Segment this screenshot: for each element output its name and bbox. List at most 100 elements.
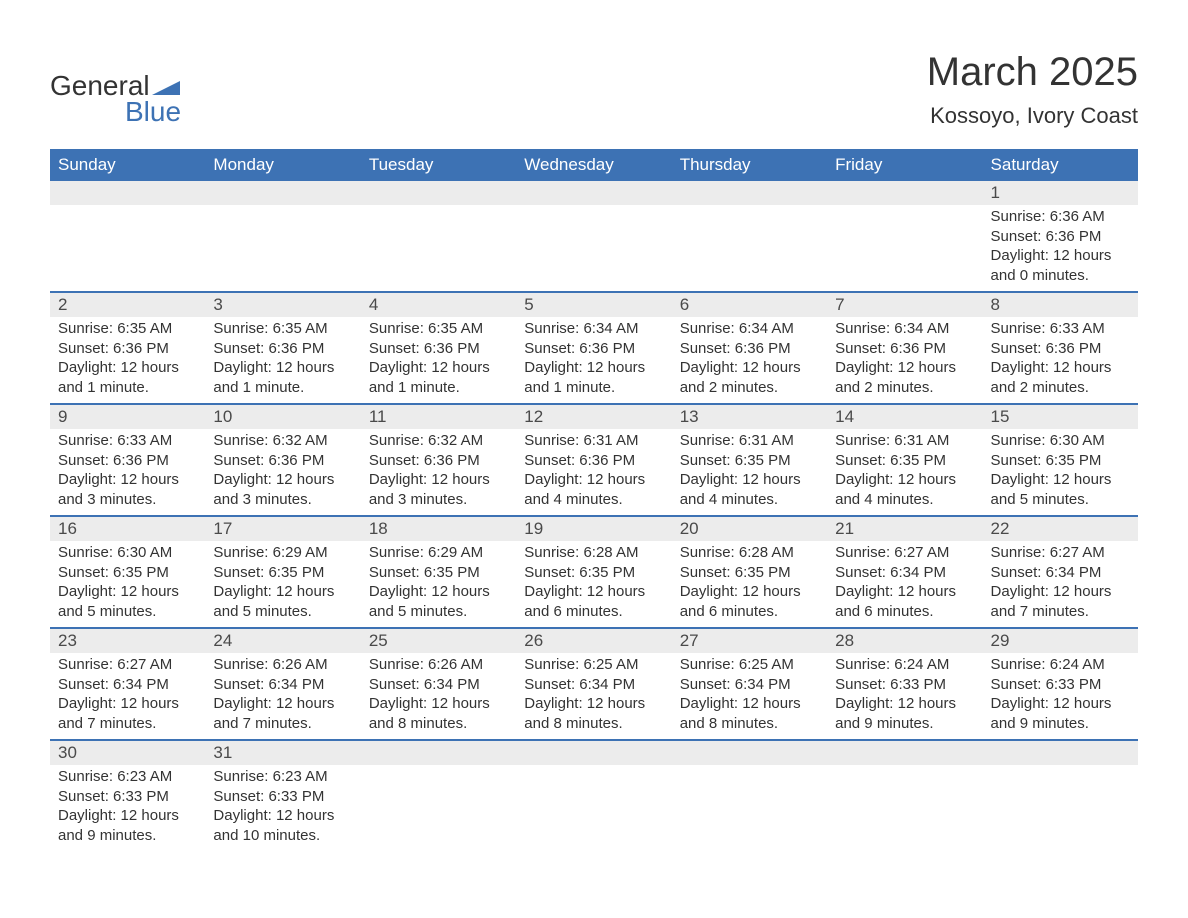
calendar-cell bbox=[516, 181, 671, 292]
calendar-cell: 28Sunrise: 6:24 AMSunset: 6:33 PMDayligh… bbox=[827, 628, 982, 740]
calendar-cell: 7Sunrise: 6:34 AMSunset: 6:36 PMDaylight… bbox=[827, 292, 982, 404]
calendar-cell bbox=[672, 740, 827, 851]
day-number bbox=[827, 181, 982, 205]
day-detail: Sunrise: 6:33 AMSunset: 6:36 PMDaylight:… bbox=[983, 317, 1138, 403]
sunset-line: Sunset: 6:35 PM bbox=[680, 563, 819, 583]
sunrise-line: Sunrise: 6:31 AM bbox=[835, 431, 974, 451]
day-header-row: SundayMondayTuesdayWednesdayThursdayFrid… bbox=[50, 149, 1138, 181]
sunrise-line: Sunrise: 6:31 AM bbox=[680, 431, 819, 451]
sunset-line: Sunset: 6:36 PM bbox=[58, 451, 197, 471]
calendar-cell: 5Sunrise: 6:34 AMSunset: 6:36 PMDaylight… bbox=[516, 292, 671, 404]
day-detail bbox=[672, 205, 827, 213]
daylight-line: Daylight: 12 hours and 5 minutes. bbox=[991, 470, 1130, 509]
sunrise-line: Sunrise: 6:36 AM bbox=[991, 207, 1130, 227]
day-number bbox=[672, 741, 827, 765]
daylight-line: Daylight: 12 hours and 7 minutes. bbox=[991, 582, 1130, 621]
calendar-cell: 26Sunrise: 6:25 AMSunset: 6:34 PMDayligh… bbox=[516, 628, 671, 740]
month-title: March 2025 bbox=[927, 50, 1138, 95]
sunset-line: Sunset: 6:34 PM bbox=[58, 675, 197, 695]
sunset-line: Sunset: 6:34 PM bbox=[213, 675, 352, 695]
daylight-line: Daylight: 12 hours and 5 minutes. bbox=[213, 582, 352, 621]
day-number: 1 bbox=[983, 181, 1138, 205]
calendar-cell: 3Sunrise: 6:35 AMSunset: 6:36 PMDaylight… bbox=[205, 292, 360, 404]
day-detail: Sunrise: 6:28 AMSunset: 6:35 PMDaylight:… bbox=[516, 541, 671, 627]
sunset-line: Sunset: 6:33 PM bbox=[991, 675, 1130, 695]
sunrise-line: Sunrise: 6:25 AM bbox=[680, 655, 819, 675]
daylight-line: Daylight: 12 hours and 0 minutes. bbox=[991, 246, 1130, 285]
title-block: March 2025 Kossoyo, Ivory Coast bbox=[927, 50, 1138, 129]
calendar-cell: 6Sunrise: 6:34 AMSunset: 6:36 PMDaylight… bbox=[672, 292, 827, 404]
day-header: Sunday bbox=[50, 149, 205, 181]
day-detail bbox=[361, 765, 516, 773]
calendar-cell: 9Sunrise: 6:33 AMSunset: 6:36 PMDaylight… bbox=[50, 404, 205, 516]
sunrise-line: Sunrise: 6:33 AM bbox=[58, 431, 197, 451]
sunset-line: Sunset: 6:34 PM bbox=[369, 675, 508, 695]
day-number: 2 bbox=[50, 293, 205, 317]
calendar-cell: 29Sunrise: 6:24 AMSunset: 6:33 PMDayligh… bbox=[983, 628, 1138, 740]
calendar-cell bbox=[205, 181, 360, 292]
sunrise-line: Sunrise: 6:28 AM bbox=[680, 543, 819, 563]
daylight-line: Daylight: 12 hours and 4 minutes. bbox=[524, 470, 663, 509]
day-number: 5 bbox=[516, 293, 671, 317]
calendar-cell: 21Sunrise: 6:27 AMSunset: 6:34 PMDayligh… bbox=[827, 516, 982, 628]
sunset-line: Sunset: 6:34 PM bbox=[680, 675, 819, 695]
daylight-line: Daylight: 12 hours and 2 minutes. bbox=[991, 358, 1130, 397]
day-header: Monday bbox=[205, 149, 360, 181]
sunset-line: Sunset: 6:34 PM bbox=[991, 563, 1130, 583]
calendar-cell: 10Sunrise: 6:32 AMSunset: 6:36 PMDayligh… bbox=[205, 404, 360, 516]
day-number: 18 bbox=[361, 517, 516, 541]
daylight-line: Daylight: 12 hours and 7 minutes. bbox=[213, 694, 352, 733]
day-detail: Sunrise: 6:27 AMSunset: 6:34 PMDaylight:… bbox=[827, 541, 982, 627]
daylight-line: Daylight: 12 hours and 1 minute. bbox=[524, 358, 663, 397]
sunrise-line: Sunrise: 6:23 AM bbox=[213, 767, 352, 787]
day-detail: Sunrise: 6:32 AMSunset: 6:36 PMDaylight:… bbox=[361, 429, 516, 515]
day-number: 4 bbox=[361, 293, 516, 317]
calendar-week: 16Sunrise: 6:30 AMSunset: 6:35 PMDayligh… bbox=[50, 516, 1138, 628]
sunrise-line: Sunrise: 6:27 AM bbox=[835, 543, 974, 563]
flag-icon bbox=[152, 75, 180, 95]
sunset-line: Sunset: 6:36 PM bbox=[991, 339, 1130, 359]
sunrise-line: Sunrise: 6:26 AM bbox=[369, 655, 508, 675]
calendar-body: 1Sunrise: 6:36 AMSunset: 6:36 PMDaylight… bbox=[50, 181, 1138, 851]
daylight-line: Daylight: 12 hours and 1 minute. bbox=[58, 358, 197, 397]
calendar-cell bbox=[827, 181, 982, 292]
sunset-line: Sunset: 6:35 PM bbox=[991, 451, 1130, 471]
day-detail: Sunrise: 6:27 AMSunset: 6:34 PMDaylight:… bbox=[983, 541, 1138, 627]
calendar-cell bbox=[50, 181, 205, 292]
day-detail: Sunrise: 6:24 AMSunset: 6:33 PMDaylight:… bbox=[983, 653, 1138, 739]
sunset-line: Sunset: 6:36 PM bbox=[680, 339, 819, 359]
daylight-line: Daylight: 12 hours and 3 minutes. bbox=[369, 470, 508, 509]
calendar-week: 23Sunrise: 6:27 AMSunset: 6:34 PMDayligh… bbox=[50, 628, 1138, 740]
sunrise-line: Sunrise: 6:25 AM bbox=[524, 655, 663, 675]
sunset-line: Sunset: 6:35 PM bbox=[524, 563, 663, 583]
calendar-cell bbox=[827, 740, 982, 851]
daylight-line: Daylight: 12 hours and 5 minutes. bbox=[58, 582, 197, 621]
day-number: 23 bbox=[50, 629, 205, 653]
calendar-cell: 25Sunrise: 6:26 AMSunset: 6:34 PMDayligh… bbox=[361, 628, 516, 740]
sunrise-line: Sunrise: 6:24 AM bbox=[991, 655, 1130, 675]
day-detail: Sunrise: 6:25 AMSunset: 6:34 PMDaylight:… bbox=[672, 653, 827, 739]
day-number: 11 bbox=[361, 405, 516, 429]
sunrise-line: Sunrise: 6:30 AM bbox=[58, 543, 197, 563]
day-number bbox=[827, 741, 982, 765]
sunrise-line: Sunrise: 6:32 AM bbox=[213, 431, 352, 451]
calendar-cell bbox=[672, 181, 827, 292]
daylight-line: Daylight: 12 hours and 4 minutes. bbox=[835, 470, 974, 509]
daylight-line: Daylight: 12 hours and 8 minutes. bbox=[369, 694, 508, 733]
day-detail bbox=[827, 765, 982, 773]
sunrise-line: Sunrise: 6:33 AM bbox=[991, 319, 1130, 339]
day-header: Friday bbox=[827, 149, 982, 181]
day-detail bbox=[205, 205, 360, 213]
daylight-line: Daylight: 12 hours and 4 minutes. bbox=[680, 470, 819, 509]
day-detail: Sunrise: 6:34 AMSunset: 6:36 PMDaylight:… bbox=[672, 317, 827, 403]
calendar-cell: 17Sunrise: 6:29 AMSunset: 6:35 PMDayligh… bbox=[205, 516, 360, 628]
day-detail: Sunrise: 6:30 AMSunset: 6:35 PMDaylight:… bbox=[50, 541, 205, 627]
sunset-line: Sunset: 6:36 PM bbox=[835, 339, 974, 359]
sunset-line: Sunset: 6:36 PM bbox=[58, 339, 197, 359]
day-header: Tuesday bbox=[361, 149, 516, 181]
day-detail: Sunrise: 6:29 AMSunset: 6:35 PMDaylight:… bbox=[205, 541, 360, 627]
day-number: 20 bbox=[672, 517, 827, 541]
calendar-cell: 31Sunrise: 6:23 AMSunset: 6:33 PMDayligh… bbox=[205, 740, 360, 851]
sunrise-line: Sunrise: 6:30 AM bbox=[991, 431, 1130, 451]
sunrise-line: Sunrise: 6:34 AM bbox=[524, 319, 663, 339]
